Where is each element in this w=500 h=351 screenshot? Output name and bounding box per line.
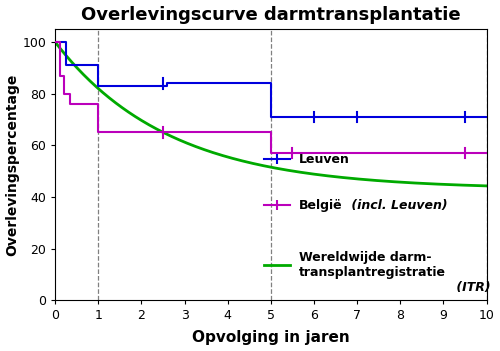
Text: (incl. Leuven): (incl. Leuven) [348, 199, 448, 212]
Text: Leuven: Leuven [299, 153, 350, 166]
Y-axis label: Overlevingspercentage: Overlevingspercentage [6, 73, 20, 256]
Title: Overlevingscurve darmtransplantatie: Overlevingscurve darmtransplantatie [81, 6, 460, 24]
Text: België: België [299, 199, 343, 212]
Text: Wereldwijde darm-
transplantregistratie: Wereldwijde darm- transplantregistratie [299, 251, 446, 279]
Text: (ITR): (ITR) [452, 282, 490, 294]
X-axis label: Opvolging in jaren: Opvolging in jaren [192, 330, 350, 345]
